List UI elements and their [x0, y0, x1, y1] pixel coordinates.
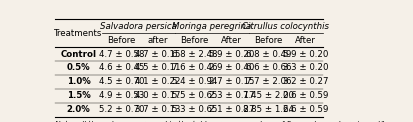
Text: 1.0%: 1.0%	[66, 77, 90, 86]
Text: 4.6 ± 0.45: 4.6 ± 0.45	[99, 63, 144, 72]
Text: After: After	[221, 36, 242, 45]
Text: 4.7 ± 0.15: 4.7 ± 0.15	[135, 50, 180, 59]
Text: Citrullus colocynthis: Citrullus colocynthis	[242, 22, 330, 31]
Text: 7.7 ± 2.06: 7.7 ± 2.06	[246, 77, 291, 86]
Text: Before: Before	[180, 36, 209, 45]
Text: 4.7 ± 0.58: 4.7 ± 0.58	[99, 50, 144, 59]
Text: Before: Before	[107, 36, 135, 45]
Text: 2.9 ± 0.40: 2.9 ± 0.40	[209, 63, 254, 72]
Text: 3.7 ± 0.13: 3.7 ± 0.13	[135, 105, 180, 114]
Text: 1.5%: 1.5%	[66, 91, 90, 100]
Text: 4.9 ± 0.53: 4.9 ± 0.53	[99, 91, 144, 100]
Text: after: after	[147, 36, 168, 45]
Text: Treatments: Treatments	[55, 29, 103, 38]
Text: 2.1 ± 0.27: 2.1 ± 0.27	[209, 105, 254, 114]
Text: 5.2 ± 0.70: 5.2 ± 0.70	[99, 105, 144, 114]
Text: Moringa peregrina: Moringa peregrina	[172, 22, 252, 31]
Text: 5.9 ± 0.20: 5.9 ± 0.20	[283, 50, 328, 59]
Text: Before: Before	[254, 36, 282, 45]
Text: 7.45 ± 2.00: 7.45 ± 2.00	[243, 91, 294, 100]
Text: 5.9 ± 0.20: 5.9 ± 0.20	[209, 50, 254, 59]
Text: 2.3 ± 0.17: 2.3 ± 0.17	[209, 91, 254, 100]
Text: 3.2 ± 0.27: 3.2 ± 0.27	[282, 77, 328, 86]
Text: 2.6 ± 0.59: 2.6 ± 0.59	[283, 91, 328, 100]
Text: 2.7 ± 0.15: 2.7 ± 0.15	[209, 77, 254, 86]
Text: Salvadora persica: Salvadora persica	[100, 22, 177, 31]
Text: 6.8 ± 0.49: 6.8 ± 0.49	[246, 50, 291, 59]
Text: 2.0%: 2.0%	[66, 105, 90, 114]
Text: Note: all the values expressed in the table are mean values of 5 samples and are: Note: all the values expressed in the ta…	[55, 121, 389, 122]
Text: 4.5 ± 0.11: 4.5 ± 0.11	[135, 63, 180, 72]
Text: 3.3 ± 0.20: 3.3 ± 0.20	[282, 63, 328, 72]
Text: 5.4 ± 0.94: 5.4 ± 0.94	[172, 77, 217, 86]
Text: 4.0 ± 0.17: 4.0 ± 0.17	[135, 91, 180, 100]
Text: 5.3 ± 0.65: 5.3 ± 0.65	[172, 105, 218, 114]
Text: After: After	[295, 36, 316, 45]
Text: 6.8 ± 2.48: 6.8 ± 2.48	[172, 50, 218, 59]
Text: 4.1 ± 0.22: 4.1 ± 0.22	[135, 77, 180, 86]
Text: 6.6 ± 0.66: 6.6 ± 0.66	[246, 63, 291, 72]
Text: 5.5 ± 0.65: 5.5 ± 0.65	[172, 91, 218, 100]
Text: 0.5%: 0.5%	[66, 63, 90, 72]
Text: Control: Control	[61, 50, 97, 59]
Text: 8.85 ± 1.64: 8.85 ± 1.64	[243, 105, 294, 114]
Text: 2.6 ± 0.59: 2.6 ± 0.59	[283, 105, 328, 114]
Text: 4.5 ± 0.70: 4.5 ± 0.70	[99, 77, 144, 86]
Text: 7.6 ± 0.46: 7.6 ± 0.46	[172, 63, 218, 72]
